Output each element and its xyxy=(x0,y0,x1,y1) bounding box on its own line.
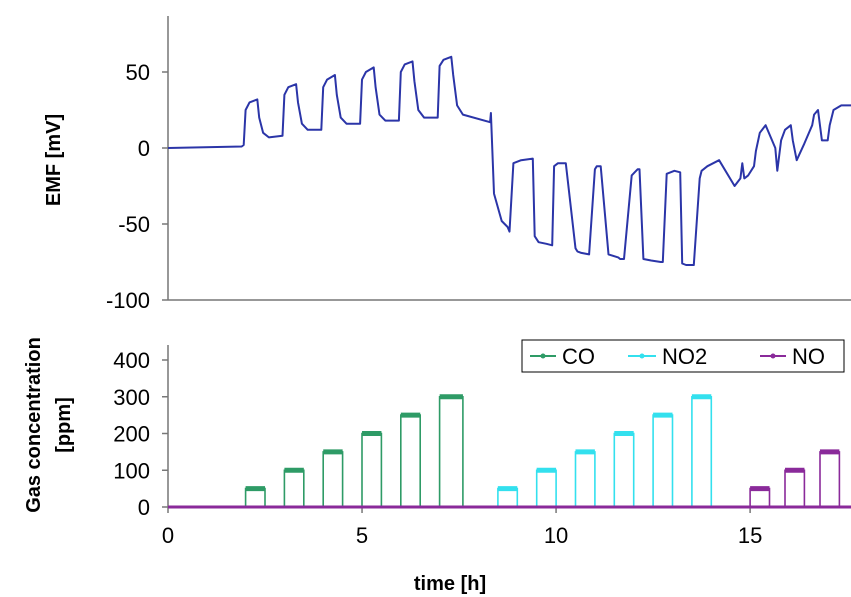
emf-y-tick-label: 0 xyxy=(138,136,150,161)
gas-series-no-line xyxy=(749,451,841,507)
legend-box xyxy=(521,339,845,373)
legend-label-no2: NO2 xyxy=(662,344,707,369)
legend-label-co: CO xyxy=(562,344,595,369)
gas-x-tick-label: 15 xyxy=(738,523,762,548)
gas-series-no2-line xyxy=(497,396,713,507)
legend-marker-no2 xyxy=(639,353,645,359)
gas-y-tick-label: 400 xyxy=(113,348,150,373)
emf-y-axis-title: EMF [mV] xyxy=(43,114,65,206)
gas-y-tick-label: 100 xyxy=(113,458,150,483)
emf-series-line xyxy=(167,55,851,266)
legend-label-no: NO xyxy=(792,344,825,369)
gas-y-tick-label: 300 xyxy=(113,385,150,410)
legend-item-no: NO xyxy=(760,344,825,369)
gas-y-tick-label: 200 xyxy=(113,422,150,447)
legend-marker-no xyxy=(770,353,776,359)
emf-chart: 50 0 -50 -100 EMF [mV] xyxy=(43,16,851,313)
gas-x-tick-label: 0 xyxy=(162,523,174,548)
gas-chart: 400 300 200 100 0 0 5 10 15 Gas concentration [… xyxy=(23,337,851,595)
gas-y-axis-title-line1: Gas concentration xyxy=(23,337,45,513)
legend-marker-co xyxy=(540,353,546,359)
emf-y-tick-label: -50 xyxy=(118,212,150,237)
gas-x-axis-title: time [h] xyxy=(414,573,486,595)
gas-x-tick-label: 10 xyxy=(544,523,568,548)
legend-item-no2: NO2 xyxy=(628,344,707,369)
gas-y-axis-title-line2: [ppm] xyxy=(53,397,75,453)
legend: CO NO2 NO xyxy=(521,339,845,373)
gas-series-co-line xyxy=(244,396,464,507)
emf-y-tick-label: -100 xyxy=(106,288,150,313)
gas-y-tick-label: 0 xyxy=(138,495,150,520)
gas-x-tick-label: 5 xyxy=(356,523,368,548)
emf-y-tick-label: 50 xyxy=(126,60,150,85)
legend-item-co: CO xyxy=(530,344,595,369)
